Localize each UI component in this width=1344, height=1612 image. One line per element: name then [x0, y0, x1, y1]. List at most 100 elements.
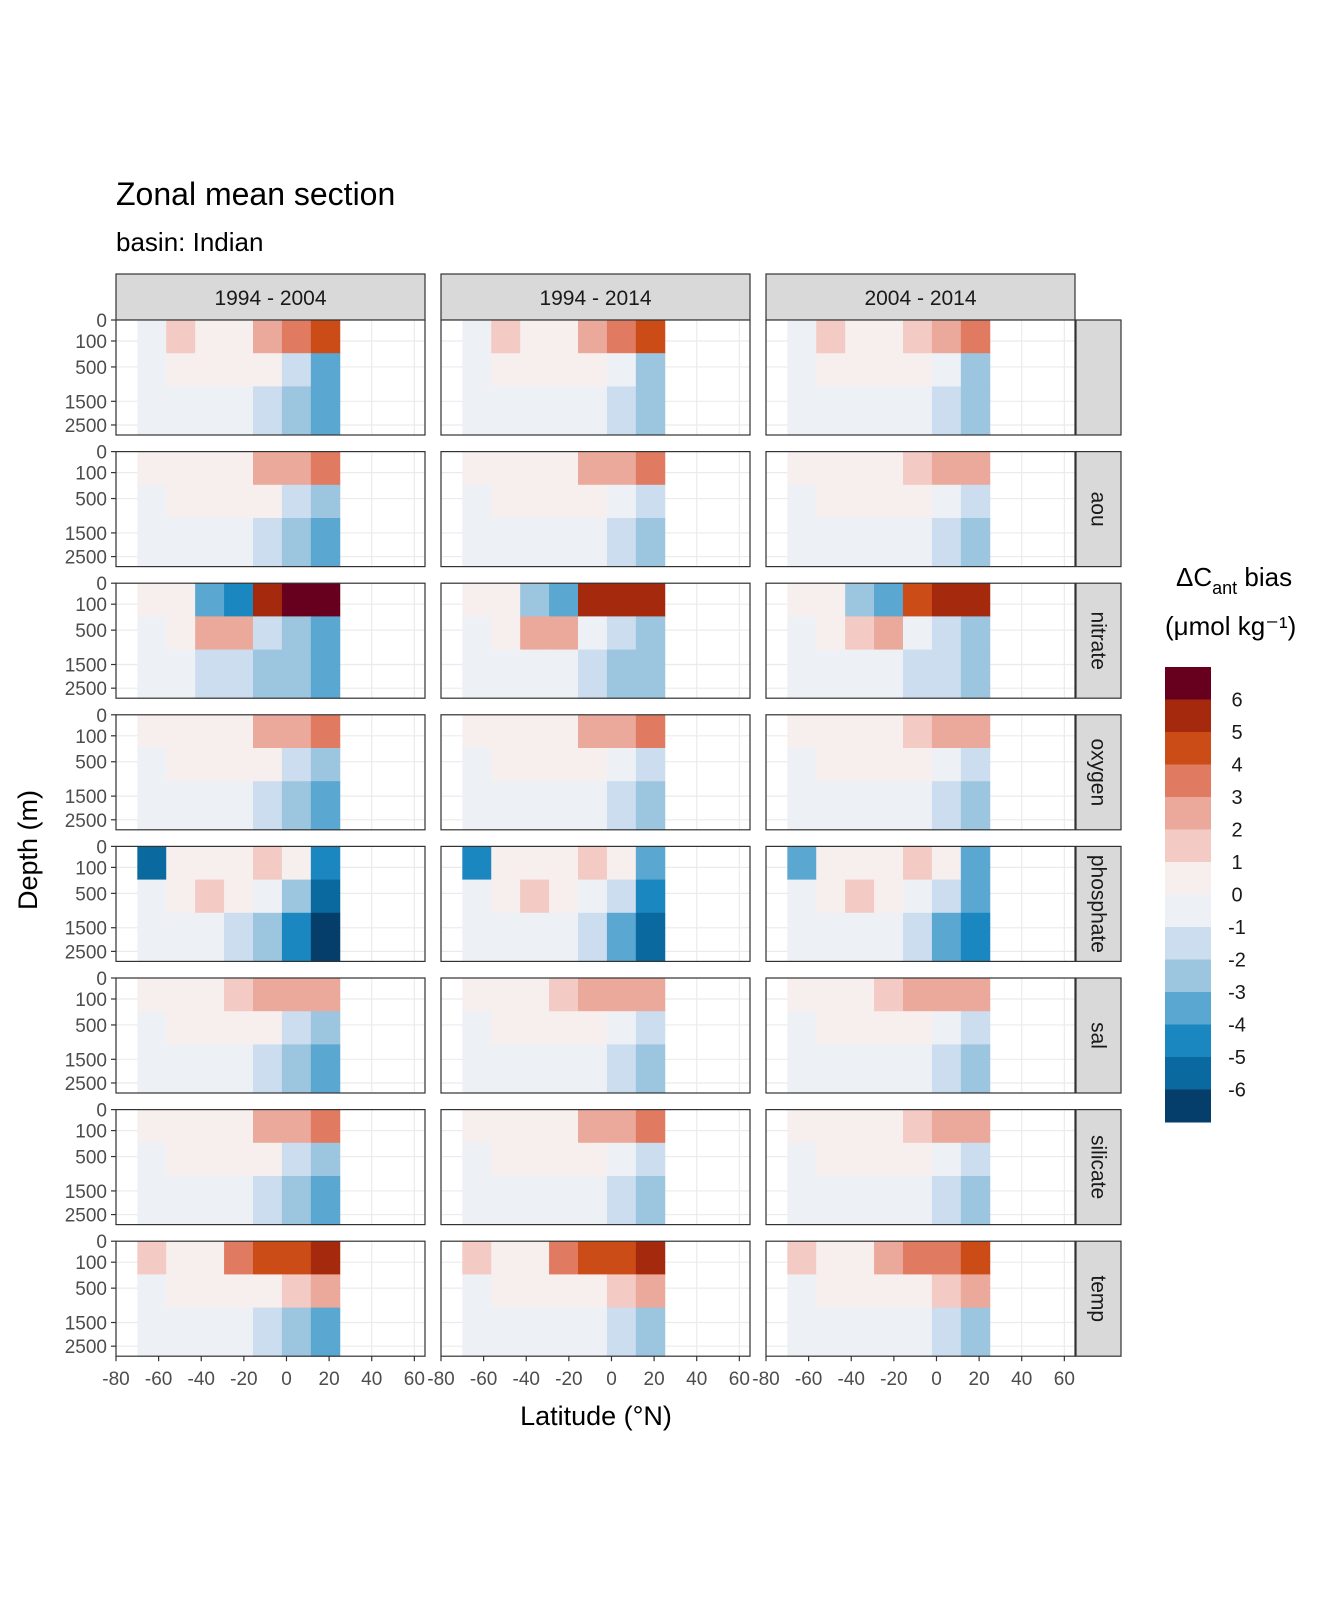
- heat-cell: [549, 1175, 579, 1226]
- heat-cell: [195, 386, 225, 436]
- panel-border: [440, 845, 751, 963]
- heat-cell: [252, 781, 283, 831]
- heat-cell: [787, 386, 817, 436]
- heat-cell: [224, 747, 254, 782]
- legend-key: [1165, 1057, 1211, 1090]
- heat-cell: [520, 451, 550, 486]
- heat-cell: [491, 1175, 521, 1226]
- heat-cell: [816, 1241, 846, 1275]
- heat-cell: [845, 583, 875, 617]
- x-tick-label: 0: [931, 1369, 942, 1390]
- heat-cell: [931, 517, 962, 568]
- heat-cell: [635, 781, 666, 831]
- heat-cell: [195, 583, 225, 617]
- heat-cell: [902, 386, 933, 436]
- heat-cell: [137, 649, 167, 699]
- heat-cell: [549, 386, 579, 436]
- heat-cell: [960, 1109, 991, 1144]
- heat-cell: [252, 1241, 283, 1275]
- heat-cell: [195, 1109, 225, 1144]
- heat-cell: [166, 1109, 196, 1144]
- heat-cell: [252, 1175, 283, 1226]
- legend-title-sub: ant: [1212, 578, 1237, 598]
- y-tick-label: 1500: [65, 787, 107, 808]
- y-tick-label: 100: [75, 464, 107, 485]
- heat-cell: [931, 649, 962, 699]
- row-strip: [1075, 845, 1122, 963]
- heat-cell: [310, 484, 341, 519]
- heat-cell: [874, 879, 904, 914]
- heat-cell: [281, 879, 312, 914]
- panel-border: [115, 977, 426, 1094]
- heat-cell: [281, 1274, 312, 1309]
- y-tick-label: 0: [96, 837, 107, 858]
- x-tick-label: 0: [606, 1369, 617, 1390]
- heat-cell: [520, 616, 550, 651]
- heat-cell: [520, 1274, 550, 1309]
- heat-cell: [606, 781, 637, 831]
- heat-cell: [606, 1274, 637, 1309]
- heat-cell: [635, 1109, 666, 1144]
- row-strip: [1075, 1240, 1122, 1357]
- heat-cell: [549, 616, 579, 651]
- heat-cell: [635, 978, 666, 1012]
- heat-cell: [960, 583, 991, 617]
- heat-cell: [252, 583, 283, 617]
- x-tick-label: -60: [795, 1369, 822, 1390]
- heat-cell: [491, 484, 521, 519]
- x-tick-label: -20: [880, 1369, 907, 1390]
- heat-cell: [166, 879, 196, 914]
- x-tick-label: 40: [1011, 1369, 1032, 1390]
- heat-cell: [224, 978, 254, 1012]
- heat-cell: [787, 781, 817, 831]
- y-tick-label: 1500: [65, 1050, 107, 1071]
- panel-border: [115, 319, 426, 436]
- heat-cell: [577, 320, 608, 354]
- heat-cell: [195, 714, 225, 749]
- legend-key: [1165, 1089, 1211, 1123]
- panel-border: [765, 319, 1076, 436]
- heat-cell: [635, 353, 666, 387]
- heat-cell: [166, 747, 196, 782]
- heat-cell: [520, 1241, 550, 1275]
- heat-cell: [931, 484, 962, 519]
- heat-cell: [874, 1011, 904, 1045]
- col-strip: [440, 273, 751, 321]
- legend-label: -5: [1228, 1047, 1246, 1069]
- heat-cell: [549, 781, 579, 831]
- x-tick-label: 60: [729, 1369, 750, 1390]
- heat-cell: [960, 747, 991, 782]
- heat-cell: [549, 1307, 579, 1357]
- heat-cell: [577, 1307, 608, 1357]
- y-tick-label: 2500: [65, 1337, 107, 1358]
- heat-cell: [224, 846, 254, 881]
- y-tick-label: 0: [96, 1232, 107, 1253]
- heat-cell: [462, 484, 492, 519]
- heat-cell: [491, 517, 521, 568]
- heat-cell: [520, 386, 550, 436]
- y-tick-label: 1500: [65, 524, 107, 545]
- heat-cell: [816, 747, 846, 782]
- legend: ΔCant bias (μmol kg⁻¹) 6 5 4 3 2 1 0 -1 -2 -3 -4 -5…: [1165, 562, 1296, 1123]
- heat-cell: [902, 517, 933, 568]
- heat-cell: [195, 912, 225, 962]
- legend-label: -2: [1228, 950, 1246, 972]
- col-strip-label: 1994 - 2014: [539, 287, 651, 310]
- legend-key: [1165, 862, 1211, 895]
- heat-cell: [606, 1175, 637, 1226]
- heat-cell: [137, 747, 167, 782]
- heat-cell: [166, 912, 196, 962]
- heat-cell: [816, 912, 846, 962]
- heat-cell: [224, 353, 254, 387]
- y-tick-label: 1500: [65, 1182, 107, 1203]
- heat-cell: [635, 1142, 666, 1177]
- heat-cell: [874, 616, 904, 651]
- heat-cell: [845, 1142, 875, 1177]
- heat-cell: [606, 320, 637, 354]
- heat-cell: [310, 781, 341, 831]
- heat-cell: [491, 353, 521, 387]
- heat-cell: [635, 451, 666, 486]
- col-strip-label: 2004 - 2014: [864, 287, 976, 310]
- heat-cell: [960, 1241, 991, 1275]
- heat-cell: [931, 978, 962, 1012]
